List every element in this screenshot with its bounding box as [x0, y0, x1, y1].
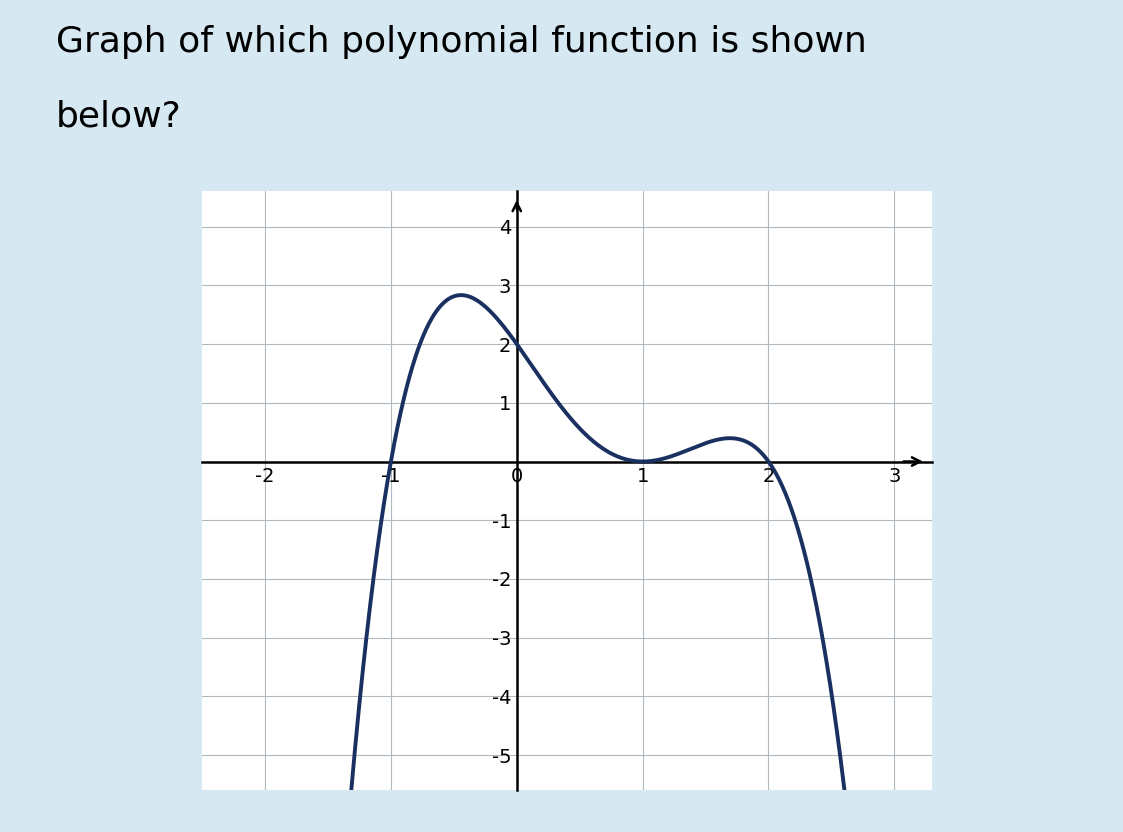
Text: below?: below?	[56, 100, 182, 134]
Text: Graph of which polynomial function is shown: Graph of which polynomial function is sh…	[56, 25, 867, 59]
